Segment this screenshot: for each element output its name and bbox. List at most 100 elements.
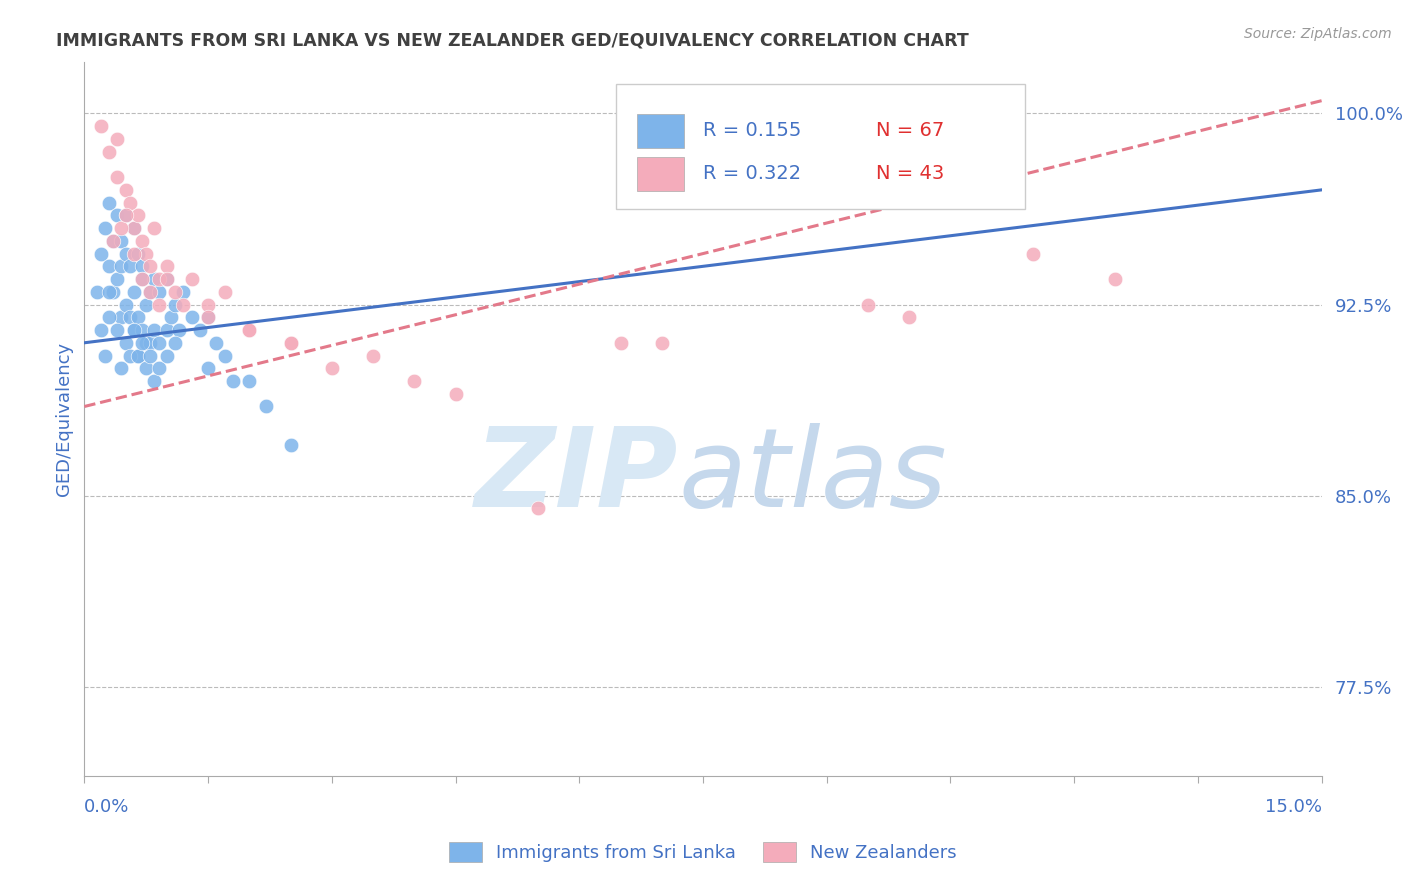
Point: [214, 349, 236, 363]
FancyBboxPatch shape: [616, 84, 1025, 209]
Point: [238, 323, 260, 337]
Point: [238, 374, 260, 388]
Point: [280, 438, 302, 452]
Point: [118, 310, 141, 325]
Text: N = 67: N = 67: [876, 120, 945, 140]
Point: [103, 234, 125, 248]
Point: [90, 246, 112, 260]
Point: [122, 323, 145, 337]
Point: [127, 208, 149, 222]
Point: [131, 323, 153, 337]
Point: [180, 272, 202, 286]
Point: [254, 400, 277, 414]
Point: [1022, 246, 1045, 260]
Point: [188, 323, 211, 337]
Point: [222, 374, 245, 388]
Point: [98, 145, 121, 159]
Bar: [637, 114, 685, 148]
Point: [98, 260, 121, 274]
Point: [98, 285, 121, 299]
Point: [361, 349, 384, 363]
Point: [898, 310, 921, 325]
Point: [527, 501, 550, 516]
Point: [135, 335, 157, 350]
Point: [165, 285, 187, 299]
Point: [90, 323, 112, 337]
Point: [197, 297, 219, 311]
Point: [156, 260, 179, 274]
Point: [118, 349, 141, 363]
Point: [139, 285, 162, 299]
Point: [86, 285, 108, 299]
Point: [114, 297, 136, 311]
Point: [127, 246, 149, 260]
Text: atlas: atlas: [678, 423, 946, 530]
Point: [135, 297, 157, 311]
Point: [280, 335, 302, 350]
Point: [105, 170, 128, 185]
Point: [114, 208, 136, 222]
Point: [122, 221, 145, 235]
Point: [131, 260, 153, 274]
Point: [165, 335, 187, 350]
Point: [118, 260, 141, 274]
Point: [172, 297, 194, 311]
Point: [127, 349, 149, 363]
Point: [122, 323, 145, 337]
Point: [609, 335, 631, 350]
Point: [160, 310, 183, 325]
Point: [143, 272, 166, 286]
Point: [94, 221, 117, 235]
Point: [321, 361, 343, 376]
Point: [165, 297, 187, 311]
Point: [172, 285, 194, 299]
Text: 0.0%: 0.0%: [84, 798, 129, 816]
Point: [110, 361, 132, 376]
Point: [110, 234, 132, 248]
Point: [156, 323, 179, 337]
Point: [139, 285, 162, 299]
Point: [105, 323, 128, 337]
Point: [131, 234, 153, 248]
Point: [98, 195, 121, 210]
Point: [103, 285, 125, 299]
Point: [105, 132, 128, 146]
Point: [135, 361, 157, 376]
Point: [114, 183, 136, 197]
Text: R = 0.155: R = 0.155: [703, 120, 801, 140]
Point: [94, 349, 117, 363]
Point: [122, 285, 145, 299]
Text: R = 0.322: R = 0.322: [703, 163, 801, 183]
Point: [143, 221, 166, 235]
Point: [131, 272, 153, 286]
Point: [280, 335, 302, 350]
Point: [238, 323, 260, 337]
Point: [167, 323, 190, 337]
Point: [139, 349, 162, 363]
Point: [148, 285, 170, 299]
Point: [139, 335, 162, 350]
Point: [114, 208, 136, 222]
Point: [143, 374, 166, 388]
Point: [139, 260, 162, 274]
Point: [90, 119, 112, 133]
Point: [214, 285, 236, 299]
Point: [131, 272, 153, 286]
Point: [105, 272, 128, 286]
Point: [110, 221, 132, 235]
Point: [205, 335, 228, 350]
Bar: [637, 157, 685, 191]
Text: N = 43: N = 43: [876, 163, 945, 183]
Point: [131, 335, 153, 350]
Point: [156, 272, 179, 286]
Point: [122, 221, 145, 235]
Point: [143, 323, 166, 337]
Point: [148, 361, 170, 376]
Point: [444, 386, 467, 401]
Y-axis label: GED/Equivalency: GED/Equivalency: [55, 343, 73, 496]
Text: 15.0%: 15.0%: [1264, 798, 1322, 816]
Point: [404, 374, 426, 388]
Point: [156, 349, 179, 363]
Point: [114, 246, 136, 260]
Point: [127, 349, 149, 363]
